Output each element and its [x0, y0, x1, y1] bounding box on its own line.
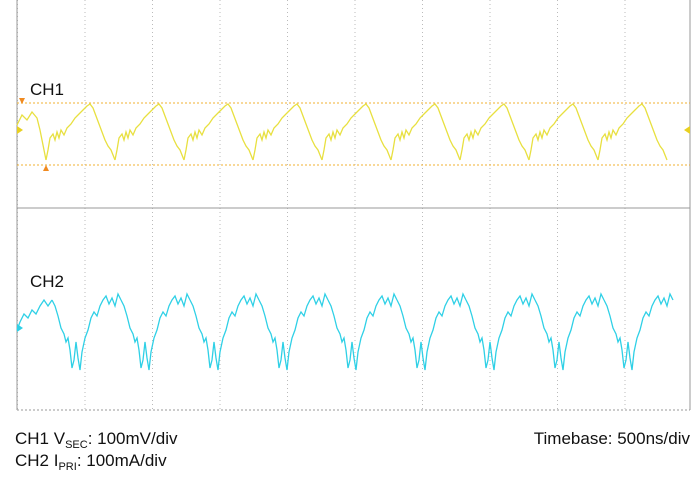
prefix: CH1 V — [15, 429, 66, 448]
ch2-scale: CH2 IPRI: 100mA/div — [15, 451, 167, 473]
timebase: Timebase: 500ns/div — [534, 429, 691, 448]
prefix: CH2 I — [15, 451, 58, 470]
scale: : 100mA/div — [77, 451, 167, 470]
subscript: SEC — [65, 439, 88, 451]
ch1-scale: CH1 VSEC: 100mV/div — [15, 429, 178, 451]
graticule — [16, 0, 691, 411]
scale: : 100mV/div — [88, 429, 178, 448]
ch1-waveform — [16, 103, 668, 161]
channel-label: CH2 — [30, 272, 64, 291]
subscript: PRI — [58, 461, 76, 473]
cursors — [17, 98, 690, 332]
ch2-waveform — [16, 293, 674, 371]
channel-label: CH1 — [30, 80, 64, 99]
